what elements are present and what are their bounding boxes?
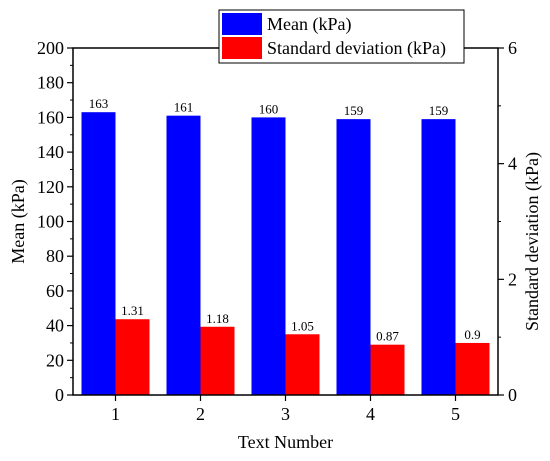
x-tick-label-3: 3 — [281, 404, 290, 424]
bar-std-3 — [285, 334, 320, 395]
data-label-std-4: 0.87 — [376, 329, 399, 344]
y-left-tick-label-120: 120 — [37, 177, 64, 197]
bar-mean-1 — [81, 112, 116, 395]
bar-mean-4 — [336, 119, 371, 395]
bar-mean-2 — [166, 115, 201, 395]
y-left-tick-label-180: 180 — [37, 73, 64, 93]
y-left-tick-label-60: 60 — [46, 281, 64, 301]
data-label-mean-5: 159 — [429, 103, 449, 118]
bar-std-2 — [200, 326, 235, 395]
y-right-tick-label-4: 4 — [508, 154, 517, 174]
x-axis-title: Text Number — [238, 432, 333, 452]
legend-swatch-mean — [222, 13, 262, 35]
legend: Mean (kPa) Standard deviation (kPa) — [218, 9, 465, 64]
legend-label-std: Standard deviation (kPa) — [267, 38, 446, 59]
x-tick-label-5: 5 — [451, 404, 460, 424]
y-left-tick-label-100: 100 — [37, 212, 64, 232]
y-right-tick-label-6: 6 — [508, 38, 517, 58]
y-left-tick-label-140: 140 — [37, 142, 64, 162]
y-right-tick-label-2: 2 — [508, 269, 517, 289]
data-label-std-1: 1.31 — [121, 303, 144, 318]
y-left-tick-label-160: 160 — [37, 107, 64, 127]
ticks-layer: 1 2 3 4 5 0 20 40 60 80 100 120 140 160 180 200 0 2 4 6 — [37, 38, 517, 424]
y-left-tick-label-40: 40 — [46, 316, 64, 336]
y-left-tick-label-20: 20 — [46, 350, 64, 370]
bar-std-5 — [455, 342, 490, 395]
y-axis-right-title: Standard deviation (kPa) — [522, 152, 543, 331]
legend-label-mean: Mean (kPa) — [267, 14, 351, 35]
bar-mean-3 — [251, 117, 286, 396]
data-labels-layer: 163 1.31 161 1.18 160 1.05 159 0.87 159 0.9 — [89, 96, 481, 343]
y-left-tick-label-0: 0 — [55, 385, 64, 405]
data-label-mean-2: 161 — [174, 100, 194, 115]
bar-std-4 — [370, 344, 405, 395]
data-label-mean-3: 160 — [259, 101, 279, 116]
data-label-std-3: 1.05 — [291, 318, 314, 333]
x-tick-label-4: 4 — [366, 404, 375, 424]
data-label-std-2: 1.18 — [206, 311, 229, 326]
y-right-tick-label-0: 0 — [508, 385, 517, 405]
x-tick-label-1: 1 — [111, 404, 120, 424]
legend-swatch-std — [222, 37, 262, 59]
y-left-tick-label-80: 80 — [46, 246, 64, 266]
y-axis-left-title: Mean (kPa) — [8, 179, 29, 263]
x-tick-label-2: 2 — [196, 404, 205, 424]
bar-std-1 — [115, 319, 150, 395]
bar-mean-5 — [421, 119, 456, 395]
data-label-mean-4: 159 — [344, 103, 364, 118]
data-label-std-5: 0.9 — [464, 327, 480, 342]
y-left-tick-label-200: 200 — [37, 38, 64, 58]
data-label-mean-1: 163 — [89, 96, 109, 111]
bars-layer — [81, 112, 490, 396]
